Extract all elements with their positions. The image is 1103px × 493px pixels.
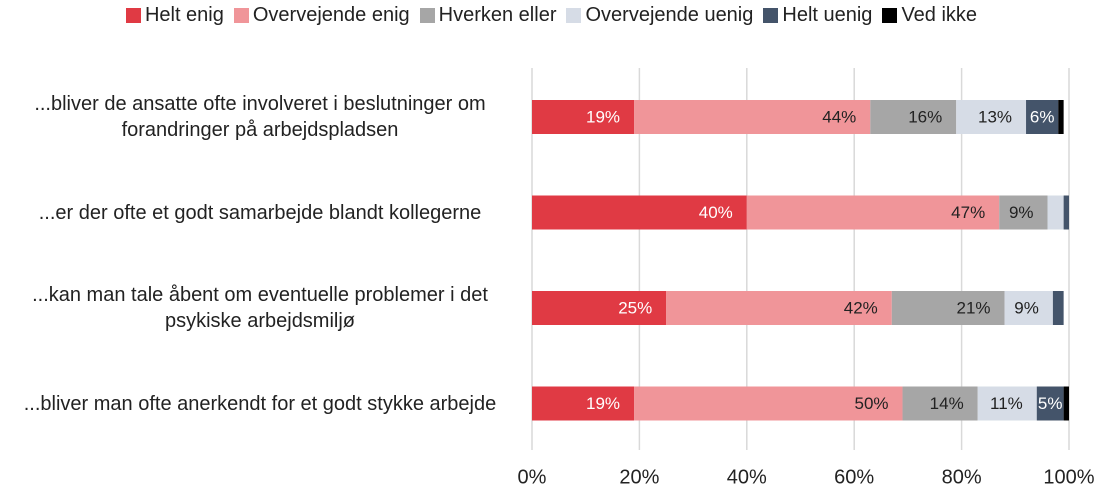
- legend-item: Overvejende enig: [233, 4, 410, 27]
- x-tick-label: 60%: [834, 466, 874, 488]
- legend-label: Overvejende uenig: [585, 4, 754, 26]
- bar-segment: [956, 100, 1027, 134]
- bar-segment: [1063, 386, 1069, 421]
- bar-segment: [532, 291, 667, 325]
- bar-segment: [891, 291, 1005, 325]
- x-tick-label: 40%: [727, 466, 767, 488]
- data-label: 50%: [854, 394, 888, 413]
- legend-swatch: [233, 8, 249, 23]
- legend-item: Helt enig: [125, 4, 224, 27]
- bar-segment: [977, 386, 1037, 421]
- category-label: ...er der ofte et godt samarbejde blandt…: [38, 201, 482, 224]
- legend-swatch: [566, 8, 582, 23]
- data-label: 40%: [699, 203, 733, 222]
- bar-segment: [1004, 291, 1053, 325]
- category-label: ...bliver de ansatte ofte involveret i b…: [34, 93, 486, 141]
- bar-segment: [666, 291, 892, 325]
- data-label: 25%: [618, 298, 652, 317]
- data-label: 44%: [822, 107, 856, 126]
- legend-item: Overvejende uenig: [566, 4, 753, 27]
- bar-segment: [634, 100, 871, 134]
- x-tick-label: 20%: [619, 466, 659, 488]
- bar-segment: [532, 195, 747, 230]
- bar-segment: [999, 195, 1048, 230]
- bar-segment: [1052, 291, 1064, 325]
- bar-segment: [1036, 386, 1064, 421]
- legend-label: Helt enig: [144, 4, 224, 26]
- data-label: 14%: [930, 394, 964, 413]
- legend-swatch: [763, 8, 779, 23]
- data-label: 42%: [844, 298, 878, 317]
- legend-label: Overvejende enig: [252, 4, 410, 26]
- bar-segment: [532, 100, 635, 134]
- x-tick-label: 100%: [1043, 466, 1094, 488]
- legend-swatch: [419, 8, 435, 23]
- bar-segment: [746, 195, 1000, 230]
- data-label: 16%: [908, 107, 942, 126]
- bar-segment: [532, 386, 635, 421]
- bar-segment: [634, 386, 903, 421]
- category-label: ...bliver man ofte anerkendt for et godt…: [23, 392, 497, 415]
- data-label: 19%: [586, 107, 620, 126]
- bar-segment: [1047, 195, 1064, 230]
- data-label: 9%: [1014, 298, 1039, 317]
- data-label: 13%: [978, 107, 1012, 126]
- legend-label: Hverken eller: [438, 4, 557, 26]
- data-label: 19%: [586, 394, 620, 413]
- data-label: 21%: [957, 298, 991, 317]
- bar-segment: [1063, 195, 1069, 230]
- x-tick-label: 80%: [942, 466, 982, 488]
- legend-item: Hverken eller: [419, 4, 557, 27]
- data-label: 6%: [1030, 107, 1055, 126]
- legend-label: Helt uenig: [782, 4, 873, 26]
- data-label: 47%: [951, 203, 985, 222]
- bar-segment: [902, 386, 978, 421]
- bar-segment: [1058, 100, 1064, 134]
- category-label: ...kan man tale åbent om eventuelle prob…: [32, 284, 488, 332]
- data-label: 5%: [1038, 394, 1063, 413]
- legend: Helt enig Overvejende enig Hverken eller Ov…: [0, 4, 1103, 27]
- legend-item: Helt uenig: [763, 4, 872, 27]
- bar-segment: [1026, 100, 1059, 134]
- x-tick-label: 0%: [518, 466, 547, 488]
- legend-swatch: [125, 8, 141, 23]
- bar-segment: [870, 100, 957, 134]
- legend-swatch: [882, 8, 898, 23]
- legend-label: Ved ikke: [901, 4, 978, 26]
- data-label: 11%: [990, 394, 1023, 413]
- data-label: 9%: [1009, 203, 1034, 222]
- legend-item: Ved ikke: [882, 4, 977, 27]
